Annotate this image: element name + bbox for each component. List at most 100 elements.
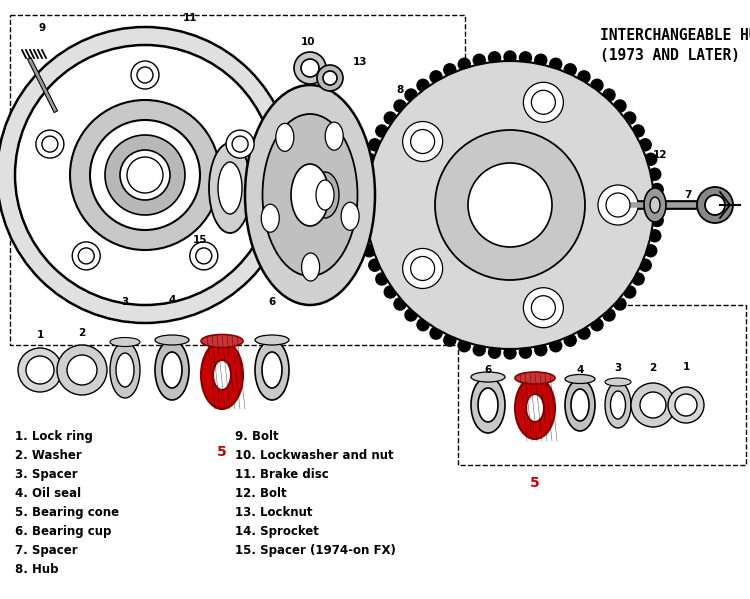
Ellipse shape <box>255 340 289 400</box>
Circle shape <box>366 61 654 349</box>
Circle shape <box>15 45 275 305</box>
Ellipse shape <box>209 161 235 216</box>
Text: 4: 4 <box>168 295 176 305</box>
Ellipse shape <box>302 253 320 281</box>
Circle shape <box>649 168 661 180</box>
Circle shape <box>78 248 94 264</box>
Circle shape <box>473 344 485 356</box>
Circle shape <box>137 67 153 83</box>
Ellipse shape <box>155 335 189 345</box>
Circle shape <box>488 52 500 64</box>
Circle shape <box>473 55 485 66</box>
Text: 15: 15 <box>193 235 207 245</box>
Circle shape <box>131 61 159 89</box>
Circle shape <box>652 199 664 211</box>
Circle shape <box>444 334 456 346</box>
Circle shape <box>357 214 369 226</box>
Text: 8. Hub: 8. Hub <box>15 563 58 576</box>
Text: 12. Bolt: 12. Bolt <box>235 487 286 500</box>
Ellipse shape <box>644 188 666 222</box>
Circle shape <box>363 245 375 257</box>
Text: 5. Bearing cone: 5. Bearing cone <box>15 506 119 519</box>
Circle shape <box>535 344 547 356</box>
Circle shape <box>639 259 651 271</box>
Circle shape <box>57 345 107 395</box>
Text: 2. Washer: 2. Washer <box>15 449 82 462</box>
Text: 7: 7 <box>684 190 692 200</box>
Text: 5: 5 <box>217 445 226 459</box>
Ellipse shape <box>610 391 626 419</box>
Circle shape <box>67 355 97 385</box>
Circle shape <box>376 273 388 285</box>
Ellipse shape <box>116 353 134 387</box>
Circle shape <box>535 55 547 66</box>
Text: 6: 6 <box>484 365 492 375</box>
Circle shape <box>632 125 644 137</box>
Text: 9. Bolt: 9. Bolt <box>235 430 279 443</box>
Circle shape <box>468 163 552 247</box>
Circle shape <box>190 242 217 270</box>
Circle shape <box>127 157 163 193</box>
Circle shape <box>645 153 657 165</box>
Circle shape <box>417 79 429 91</box>
Ellipse shape <box>262 352 282 388</box>
Text: 9: 9 <box>38 23 46 33</box>
Circle shape <box>18 348 62 392</box>
Text: 8: 8 <box>396 85 404 95</box>
Text: 4: 4 <box>576 365 584 375</box>
Circle shape <box>591 79 603 91</box>
Circle shape <box>359 168 371 180</box>
Ellipse shape <box>209 143 251 233</box>
Circle shape <box>631 383 675 427</box>
Circle shape <box>614 298 626 310</box>
Circle shape <box>458 58 470 70</box>
Circle shape <box>301 59 319 77</box>
Text: 6: 6 <box>268 297 276 307</box>
Circle shape <box>403 249 442 289</box>
Circle shape <box>591 319 603 331</box>
Circle shape <box>504 347 516 359</box>
Circle shape <box>444 64 456 76</box>
Circle shape <box>417 319 429 331</box>
Ellipse shape <box>341 202 359 230</box>
Circle shape <box>357 183 369 195</box>
Circle shape <box>105 135 185 215</box>
Ellipse shape <box>262 114 358 276</box>
Circle shape <box>196 248 211 264</box>
Ellipse shape <box>201 341 243 409</box>
Circle shape <box>394 298 406 310</box>
Ellipse shape <box>471 372 505 382</box>
Circle shape <box>0 27 293 323</box>
Text: 3: 3 <box>614 363 622 373</box>
Circle shape <box>435 130 585 280</box>
Circle shape <box>578 327 590 339</box>
Ellipse shape <box>515 372 555 384</box>
Circle shape <box>356 199 368 211</box>
Circle shape <box>531 90 555 114</box>
Text: 1. Lock ring: 1. Lock ring <box>15 430 93 443</box>
Text: 10: 10 <box>301 37 315 47</box>
Ellipse shape <box>213 360 231 390</box>
Circle shape <box>70 100 220 250</box>
Circle shape <box>42 136 58 152</box>
Ellipse shape <box>276 123 294 152</box>
Circle shape <box>640 392 666 418</box>
Circle shape <box>363 153 375 165</box>
Ellipse shape <box>255 335 289 345</box>
Circle shape <box>323 71 337 85</box>
Circle shape <box>376 125 388 137</box>
Circle shape <box>550 58 562 70</box>
Circle shape <box>317 65 343 91</box>
Text: 5: 5 <box>530 476 540 490</box>
Text: 13: 13 <box>352 57 368 67</box>
Ellipse shape <box>162 352 182 388</box>
Circle shape <box>294 52 326 84</box>
Ellipse shape <box>261 204 279 232</box>
Circle shape <box>524 82 563 122</box>
Ellipse shape <box>291 164 329 226</box>
Text: 3. Spacer: 3. Spacer <box>15 468 78 481</box>
Circle shape <box>624 286 636 298</box>
Circle shape <box>524 288 563 328</box>
Circle shape <box>369 259 381 271</box>
Circle shape <box>120 150 170 200</box>
